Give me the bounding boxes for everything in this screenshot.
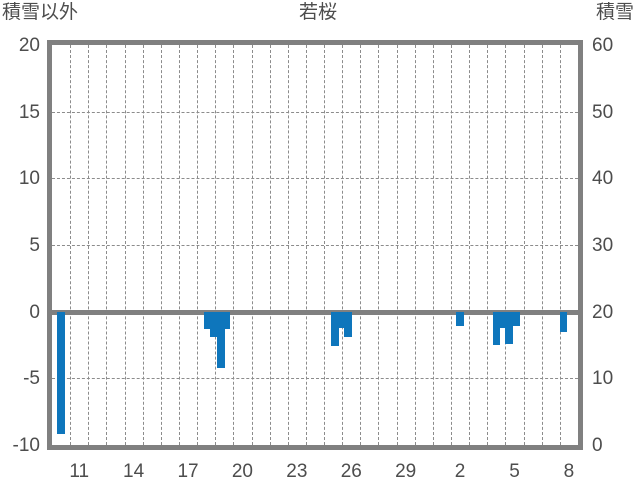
bar <box>505 311 514 344</box>
bar <box>498 311 506 328</box>
y-axis-left-tick-label: 10 <box>18 168 40 190</box>
right-axis-title: 積雪 <box>595 2 634 23</box>
chart-title: 若桜 <box>298 2 337 23</box>
y-axis-left-tick-label: -5 <box>23 368 40 390</box>
plot-inner <box>52 45 578 445</box>
y-axis-right-tick-label: 0 <box>592 435 603 456</box>
y-axis-left-tick-label: 15 <box>18 101 40 123</box>
x-axis-tick-label: 2 <box>454 461 466 482</box>
bar <box>331 311 339 347</box>
left-axis-title: 積雪以外 <box>2 2 79 23</box>
x-axis-tick-label: 20 <box>231 461 254 482</box>
bar <box>559 311 568 332</box>
y-axis-left-tick-label: 5 <box>29 235 40 256</box>
x-axis-tick-label: 11 <box>69 461 90 482</box>
x-axis-tick-label: 5 <box>509 461 520 482</box>
gridline-horizontal <box>52 378 578 380</box>
bar <box>456 311 465 327</box>
gridline-horizontal <box>52 111 578 113</box>
y-axis-right-tick-label: 50 <box>592 101 614 123</box>
x-axis-tick-label: 29 <box>395 461 417 482</box>
bar <box>338 311 347 328</box>
zero-axis-line <box>52 309 578 315</box>
bar <box>344 311 352 337</box>
bar <box>217 311 225 368</box>
bar <box>204 311 212 329</box>
bar <box>222 311 231 329</box>
gridline-horizontal <box>52 178 578 180</box>
y-axis-right-tick-label: 40 <box>592 168 614 190</box>
bar <box>492 311 501 345</box>
y-axis-right-tick-label: 20 <box>592 301 614 323</box>
y-axis-right-tick-label: 60 <box>592 35 614 56</box>
y-axis-right-tick-label: 30 <box>592 235 614 256</box>
bar <box>512 311 521 327</box>
x-axis-tick-label: 23 <box>286 461 308 482</box>
y-axis-left-tick-label: 0 <box>29 301 40 323</box>
x-axis-tick-label: 17 <box>177 461 199 482</box>
gridline-horizontal <box>52 245 578 246</box>
x-axis-tick-label: 26 <box>340 461 362 482</box>
y-axis-left-tick-label: -10 <box>12 435 40 456</box>
x-axis-tick-label: 8 <box>563 461 575 482</box>
plot-area <box>47 40 583 450</box>
y-axis-right-tick-label: 10 <box>592 368 614 390</box>
y-axis-left-tick-label: 20 <box>18 35 40 56</box>
bar <box>57 311 66 435</box>
x-axis-tick-label: 14 <box>123 461 145 482</box>
